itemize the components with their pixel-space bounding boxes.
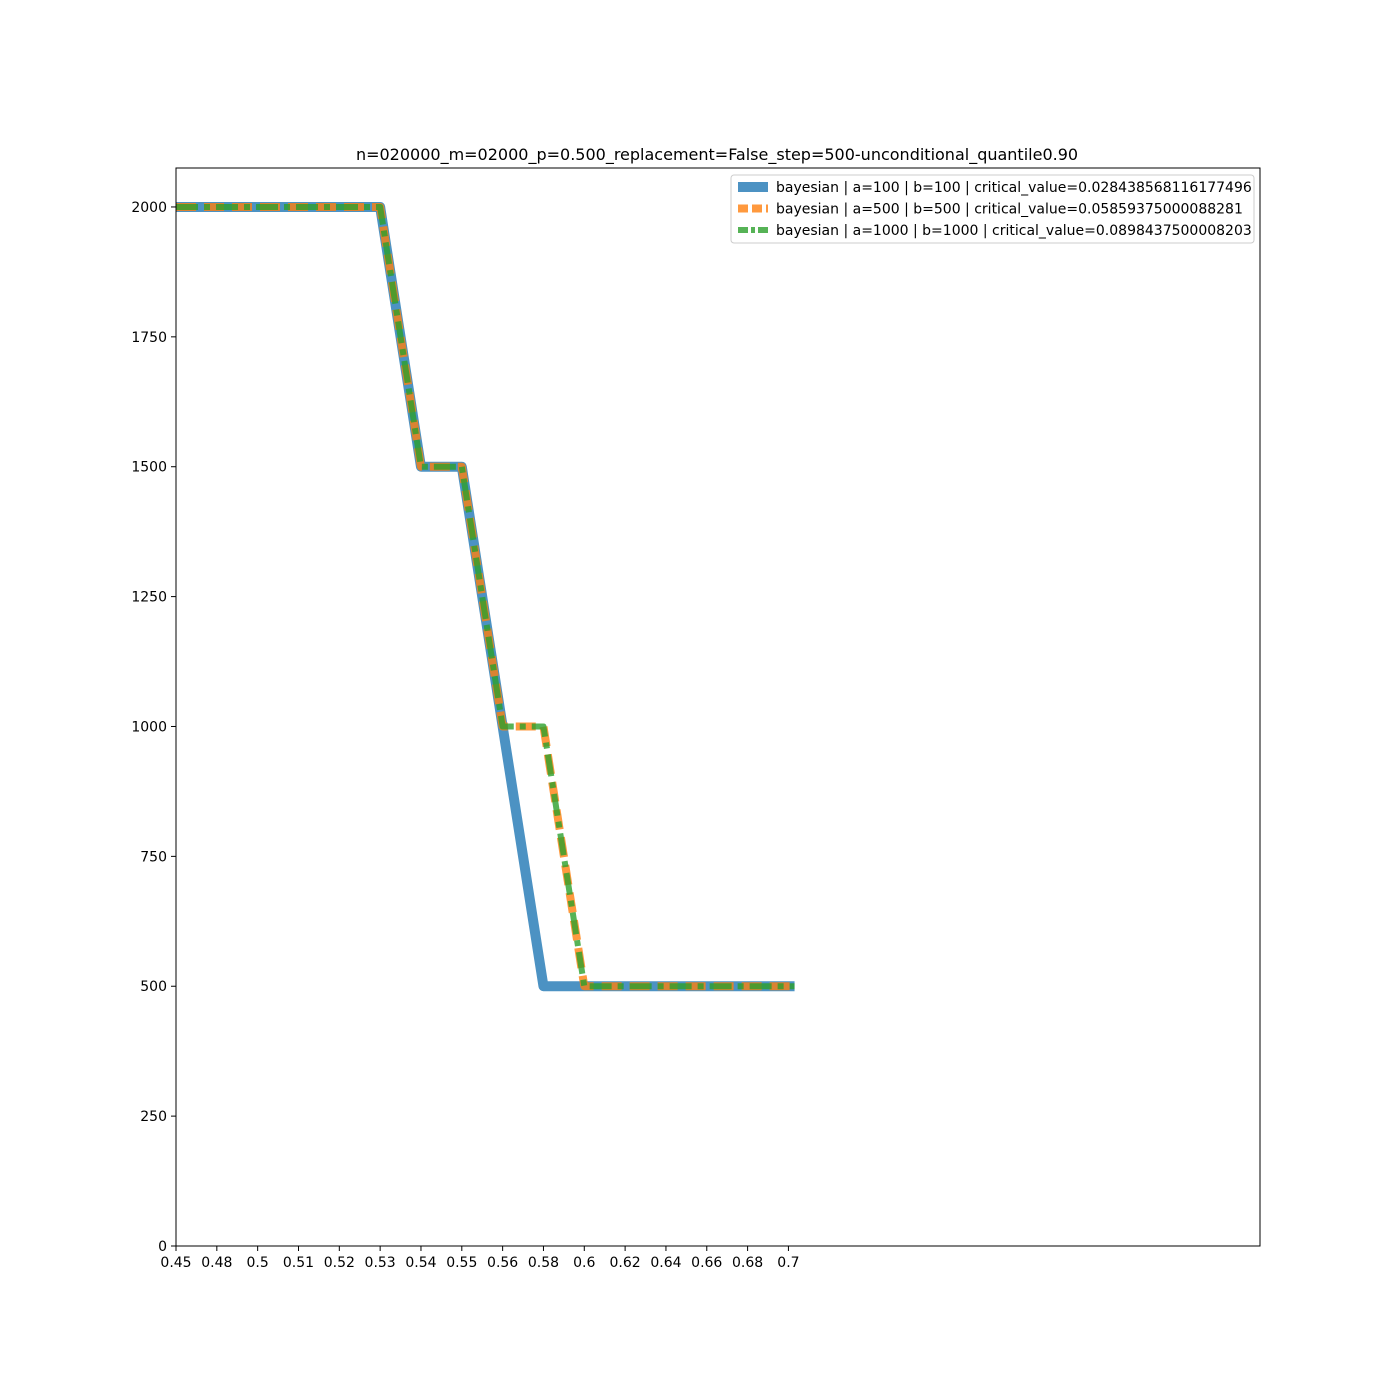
x-tick-label: 0.48 xyxy=(201,1255,232,1271)
x-tick-label: 0.7 xyxy=(777,1255,799,1271)
plot-area: 0.45 0.48 0.5 0.51 0.52 0.53 0.54 0.55 0.56 0.58 0… xyxy=(131,167,1261,1271)
x-tick-label: 0.64 xyxy=(650,1255,681,1271)
y-tick-label: 0 xyxy=(158,1239,167,1255)
legend-label: bayesian | a=100 | b=100 | critical_valu… xyxy=(776,180,1252,196)
chart-title: n=020000_m=02000_p=0.500_replacement=Fal… xyxy=(356,145,1078,165)
legend-label: bayesian | a=500 | b=500 | critical_valu… xyxy=(776,202,1243,218)
x-tick-label: 0.62 xyxy=(610,1255,641,1271)
x-tick-label: 0.53 xyxy=(365,1255,396,1271)
series-line-3 xyxy=(176,203,795,990)
axes-frame xyxy=(175,167,1261,1247)
x-tick-label: 0.54 xyxy=(405,1255,436,1271)
legend-label: bayesian | a=1000 | b=1000 | critical_va… xyxy=(776,223,1252,239)
y-tick-label: 750 xyxy=(140,849,167,865)
y-tick-label: 250 xyxy=(140,1109,167,1125)
x-tick-label: 0.55 xyxy=(446,1255,477,1271)
y-tick-label: 1750 xyxy=(131,330,167,346)
x-tick-label: 0.56 xyxy=(487,1255,518,1271)
x-tick-label: 0.5 xyxy=(247,1255,269,1271)
y-tick-label: 1250 xyxy=(131,590,167,606)
x-tick-label: 0.58 xyxy=(528,1255,559,1271)
x-tick-label: 0.52 xyxy=(324,1255,355,1271)
legend: bayesian | a=100 | b=100 | critical_valu… xyxy=(730,174,1255,244)
y-tick-label: 500 xyxy=(140,979,167,995)
y-tick-label: 1500 xyxy=(131,460,167,476)
y-tick-label: 2000 xyxy=(131,200,167,216)
x-tick-label: 0.51 xyxy=(283,1255,314,1271)
x-tick-label: 0.66 xyxy=(691,1255,722,1271)
y-tick-label: 1000 xyxy=(131,719,167,735)
x-tick-label: 0.45 xyxy=(160,1255,191,1271)
legend-box xyxy=(730,174,1255,244)
x-tick-label: 0.68 xyxy=(732,1255,763,1271)
x-tick-label: 0.6 xyxy=(573,1255,595,1271)
